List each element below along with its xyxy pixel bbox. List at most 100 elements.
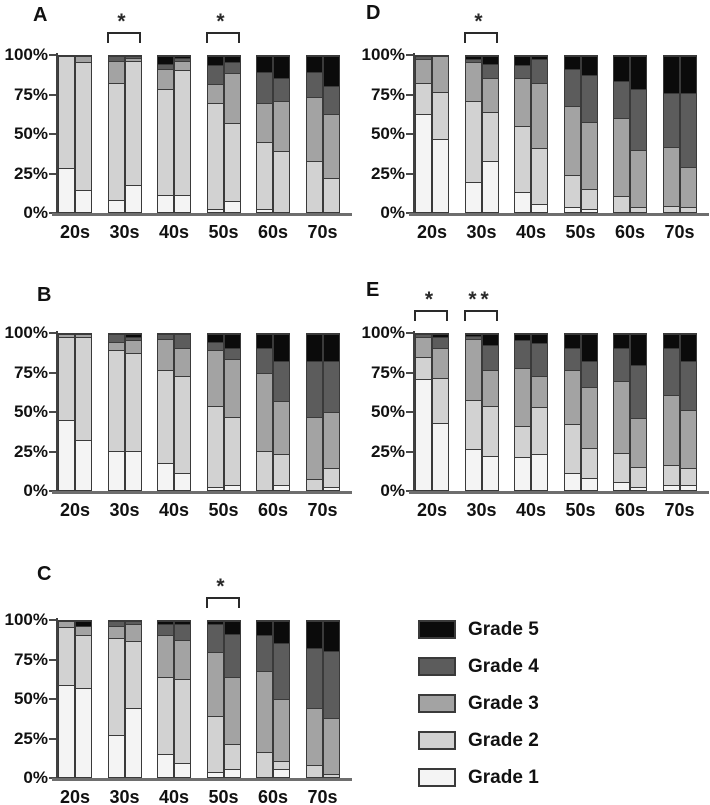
bar-segment-grade-5: [614, 334, 629, 349]
bar-segment-grade-1: [175, 194, 190, 212]
bar-segment-grade-2: [158, 88, 173, 195]
bar-segment-grade-4: [108, 621, 124, 626]
bar-segment-grade-3: [224, 73, 240, 124]
bar-segment-grade-4: [532, 59, 547, 83]
bar-segment-grade-1: [125, 708, 141, 777]
bar-segment-grade-5: [465, 334, 481, 336]
y-axis-tick-label: 0%: [380, 481, 405, 500]
stacked-bar-B-40s-1: [157, 333, 174, 491]
stacked-bar-C-60s-2: [273, 620, 290, 778]
bar-segment-grade-4: [306, 71, 322, 97]
y-axis-tick-label: 25%: [370, 163, 405, 183]
y-axis-tick-mark: [49, 619, 56, 621]
bar-segment-grade-2: [59, 337, 74, 420]
bar-segment-grade-1: [515, 457, 530, 490]
bar-segment-grade-1: [224, 201, 240, 212]
y-axis-tick-mark: [49, 698, 56, 700]
x-axis-category-label: 30s: [109, 787, 140, 805]
stacked-bar-D-30s-2: [481, 55, 499, 213]
panel-letter-E: E: [366, 279, 380, 301]
bar-segment-grade-1: [257, 208, 272, 212]
bar-segment-grade-3: [76, 625, 91, 636]
significance-bracket: [205, 32, 240, 43]
bar-segment-grade-2: [207, 102, 223, 209]
legend-label: Grade 1: [468, 766, 539, 788]
significance-asterisk: *: [216, 575, 229, 598]
bar-segment-grade-1: [515, 191, 530, 212]
bar-segment-grade-2: [532, 407, 547, 455]
bar-segment-grade-3: [323, 113, 339, 178]
y-axis-tick-mark: [49, 172, 56, 175]
stacked-bar-C-50s-2: [223, 620, 241, 778]
bar-segment-grade-4: [207, 65, 223, 85]
panel-letter-B: B: [37, 284, 52, 306]
bar-segment-grade-1: [532, 204, 547, 212]
bar-segment-grade-4: [158, 624, 173, 636]
bar-segment-grade-4: [416, 56, 431, 60]
x-axis-line: [409, 491, 709, 494]
x-axis-category-label: 60s: [257, 787, 289, 805]
stacked-bar-A-40s-1: [157, 55, 174, 213]
y-axis-tick-label: 0%: [380, 203, 405, 222]
significance-bracket: [463, 32, 498, 43]
stacked-bar-B-30s-2: [124, 333, 142, 491]
bar-segment-grade-2: [207, 716, 223, 773]
bar-segment-grade-1: [433, 138, 448, 212]
bar-segment-grade-1: [581, 208, 597, 212]
x-axis-category-label: 60s: [614, 500, 646, 520]
stacked-bar-B-20s-2: [75, 333, 92, 491]
y-axis-tick-label: 25%: [370, 441, 405, 461]
bar-segment-grade-4: [257, 635, 272, 671]
bar-segment-grade-4: [465, 59, 481, 63]
bar-segment-grade-1: [76, 440, 91, 490]
bar-segment-grade-3: [631, 418, 646, 467]
bar-segment-grade-2: [465, 399, 481, 450]
bar-segment-grade-1: [158, 753, 173, 777]
y-axis-tick-label: 50%: [13, 124, 48, 143]
y-axis-tick-mark: [49, 658, 56, 661]
significance-asterisk: **: [468, 288, 493, 311]
bar-segment-grade-2: [59, 627, 74, 685]
bar-segment-grade-2: [564, 174, 580, 208]
y-axis-tick-mark: [406, 133, 413, 135]
stacked-bar-C-70s-1: [305, 620, 323, 778]
stacked-bar-E-60s-2: [630, 333, 647, 491]
bar-segment-grade-4: [257, 71, 272, 103]
bar-segment-grade-4: [631, 88, 646, 150]
bar-segment-grade-5: [158, 56, 173, 64]
significance-bracket: [205, 597, 240, 608]
legend-item: Grade 3: [418, 692, 539, 714]
bar-segment-grade-3: [274, 101, 289, 152]
bar-segment-grade-2: [257, 451, 272, 490]
legend-swatch-grade-3: [418, 694, 456, 713]
stacked-bar-E-30s-2: [481, 333, 499, 491]
y-axis-line: [56, 618, 58, 780]
stacked-bar-E-20s-2: [432, 333, 449, 491]
bar-segment-grade-3: [323, 717, 339, 774]
y-axis-tick-label: 75%: [370, 362, 405, 382]
y-axis-tick-label: 50%: [370, 402, 405, 421]
legend-item: Grade 2: [418, 730, 539, 751]
y-axis-tick-mark: [406, 54, 413, 56]
x-axis-line: [52, 213, 352, 216]
legend-label: Grade 3: [468, 692, 539, 714]
panel-C: C 100% 75% 50% 25% 0% 20s 30s 40s 50s 60s 70s *: [0, 545, 352, 805]
bar-segment-grade-4: [515, 65, 530, 78]
bar-segment-grade-5: [224, 334, 240, 349]
bar-segment-grade-1: [207, 486, 223, 490]
bar-segment-grade-2: [257, 141, 272, 209]
bar-segment-grade-3: [532, 82, 547, 149]
x-axis-category-label: 70s: [307, 787, 338, 805]
stacked-bar-A-70s-1: [305, 55, 323, 213]
bar-segment-grade-4: [207, 341, 223, 350]
x-axis-category-label: 50s: [565, 222, 596, 242]
bar-segment-grade-3: [207, 349, 223, 406]
bar-segment-grade-1: [125, 185, 141, 212]
bar-segment-grade-3: [175, 639, 190, 679]
y-axis-tick-mark: [49, 133, 56, 135]
bar-segment-grade-2: [416, 357, 431, 380]
stacked-bar-B-50s-2: [223, 333, 241, 491]
stacked-bar-D-60s-2: [630, 55, 647, 213]
legend-swatch-grade-4: [418, 657, 456, 676]
bar-segment-grade-2: [306, 479, 322, 490]
